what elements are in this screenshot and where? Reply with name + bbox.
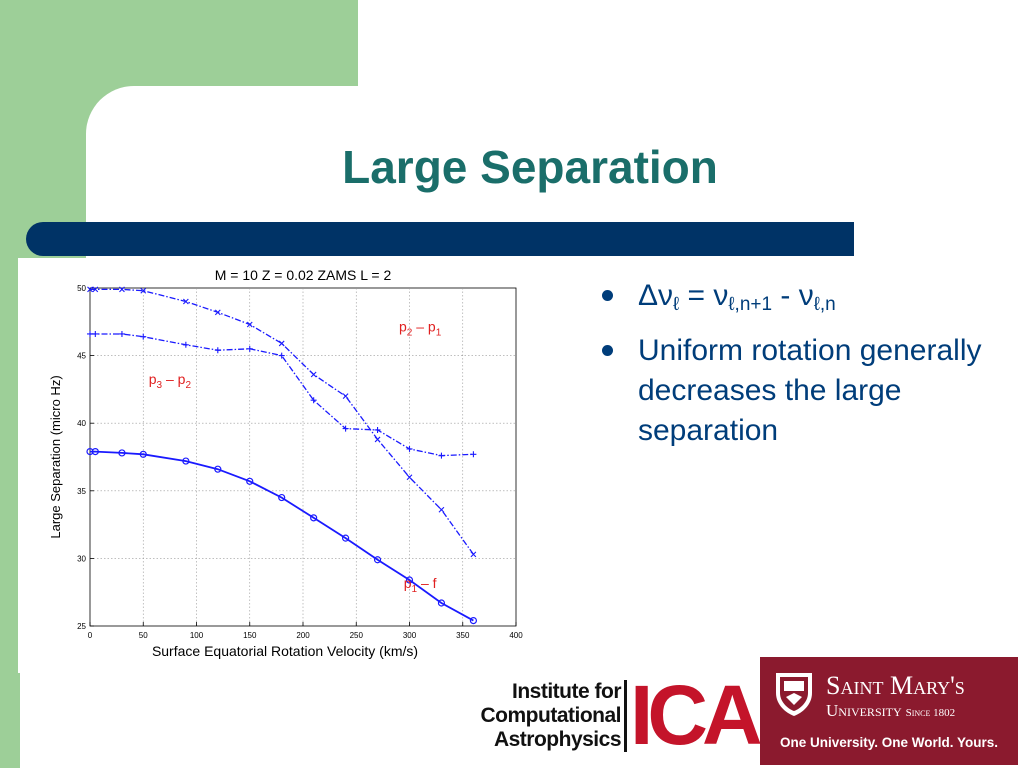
bullet-list: Δνℓ = νℓ,n+1 - νℓ,n Uniform rotation gen… <box>600 276 1010 457</box>
y-tick-label: 40 <box>77 419 86 428</box>
smu-name: Saint Mary's <box>826 671 965 700</box>
formula-delta: Δν <box>638 279 674 312</box>
series-point-x <box>214 309 221 316</box>
ica-divider <box>624 680 627 752</box>
y-tick-label: 30 <box>77 554 86 563</box>
series-point-plus <box>374 426 381 433</box>
series-point-circle <box>91 447 99 456</box>
series-point-circle <box>373 556 382 564</box>
series-annotation: p3 – p2 <box>149 371 192 391</box>
bullet-dot-icon <box>602 345 613 356</box>
series-point-plus <box>406 445 413 452</box>
series-point-circle <box>342 534 350 542</box>
series-point-circle <box>118 449 126 457</box>
series-point-plus <box>87 330 93 337</box>
chart-panel: 0 50 100 150 200 250 300 350 400 25 30 35 40 45 50 M = … <box>18 258 558 673</box>
series-point-x <box>278 340 285 347</box>
series-line-3 <box>90 288 474 555</box>
bullet-item-rotation: Uniform rotation generally decreases the… <box>600 331 1010 451</box>
x-tick-label: 150 <box>243 631 257 640</box>
series-annotation: p1 – f <box>404 575 437 595</box>
series-point-circle <box>310 514 318 522</box>
series-point-circle <box>469 616 477 625</box>
series-point-x <box>182 298 189 305</box>
smu-logo: Saint Mary's University Since 1802 One Un… <box>760 657 1018 765</box>
series-point-x <box>406 474 413 481</box>
x-tick-label: 300 <box>403 631 417 640</box>
series-point-x <box>87 286 93 293</box>
series-point-plus <box>214 347 221 354</box>
series-point-plus <box>182 341 189 348</box>
formula-sub-n1: ℓ,n+1 <box>728 294 773 315</box>
large-separation-chart: 0 50 100 150 200 250 300 350 400 25 30 35 40 45 50 M = … <box>48 267 523 659</box>
series-point-x <box>310 371 317 378</box>
y-tick-label: 50 <box>77 284 86 293</box>
series-point-x <box>140 287 147 294</box>
x-tick-label: 250 <box>350 631 364 640</box>
title-underline-bar <box>26 222 854 256</box>
series-point-plus <box>140 333 147 340</box>
series-annotation: p2 – p1 <box>399 318 442 338</box>
series-point-x <box>342 393 349 400</box>
x-tick-label: 100 <box>190 631 204 640</box>
series-point-plus <box>310 397 317 404</box>
smu-university-word: University <box>826 701 902 720</box>
bullet-dot-icon <box>602 290 613 301</box>
smu-tagline: One University. One World. Yours. <box>779 735 999 750</box>
ica-logo: Institute for Computational Astrophysics… <box>460 670 763 760</box>
series-point-x <box>119 286 125 293</box>
bullet-text: Uniform rotation generally decreases the… <box>638 334 982 447</box>
series-point-circle <box>86 447 94 456</box>
formula-sub-n: ℓ,n <box>813 294 836 315</box>
formula-sub-l: ℓ <box>673 294 680 315</box>
series-point-circle <box>139 450 147 458</box>
series-point-x <box>374 436 381 443</box>
series-point-circle <box>246 477 254 485</box>
series-point-circle <box>182 457 190 465</box>
series-point-plus <box>470 451 477 458</box>
series-point-x <box>92 286 99 293</box>
chart-title: M = 10 Z = 0.02 ZAMS L = 2 <box>215 267 392 283</box>
y-tick-label: 25 <box>77 622 86 631</box>
ica-institute-name: Institute for Computational Astrophysics <box>481 680 622 752</box>
series-point-x <box>470 551 477 558</box>
crest-icon <box>776 673 812 716</box>
formula-eq: = ν <box>679 279 729 312</box>
x-tick-label: 0 <box>88 631 93 640</box>
series-line-2 <box>90 333 474 457</box>
x-tick-label: 50 <box>139 631 148 640</box>
ica-mark: ICA <box>630 668 763 762</box>
series-point-circle <box>214 465 222 473</box>
ica-line-2: Computational <box>480 704 622 727</box>
series-point-circle <box>405 576 414 584</box>
y-tick-label: 45 <box>77 352 86 361</box>
bullet-item-formula: Δνℓ = νℓ,n+1 - νℓ,n <box>600 276 1010 325</box>
slide-title: Large Separation <box>342 141 718 193</box>
y-tick-label: 35 <box>77 487 86 496</box>
formula-minus: - ν <box>772 279 814 312</box>
series-point-plus <box>246 345 253 352</box>
x-tick-label: 400 <box>509 631 523 640</box>
smu-since: Since 1802 <box>905 707 956 719</box>
series-point-plus <box>342 425 349 432</box>
series-point-plus <box>278 352 285 359</box>
series-point-x <box>438 506 445 513</box>
smu-university: University Since 1802 <box>826 701 955 721</box>
x-tick-label: 200 <box>296 631 310 640</box>
series-point-circle <box>437 599 446 607</box>
x-tick-label: 350 <box>456 631 470 640</box>
ica-line-3: Astrophysics <box>493 728 622 751</box>
series-line-1 <box>90 450 474 622</box>
series-point-circle <box>278 493 286 502</box>
series-point-plus <box>92 330 99 337</box>
chart-ylabel: Large Separation (micro Hz) <box>48 375 63 538</box>
ica-line-1: Institute for <box>512 680 621 703</box>
series-point-x <box>246 321 253 328</box>
series-point-plus <box>118 330 125 337</box>
green-left-strip <box>0 0 20 768</box>
chart-xlabel: Surface Equatorial Rotation Velocity (km… <box>152 643 418 659</box>
series-point-plus <box>438 452 445 459</box>
